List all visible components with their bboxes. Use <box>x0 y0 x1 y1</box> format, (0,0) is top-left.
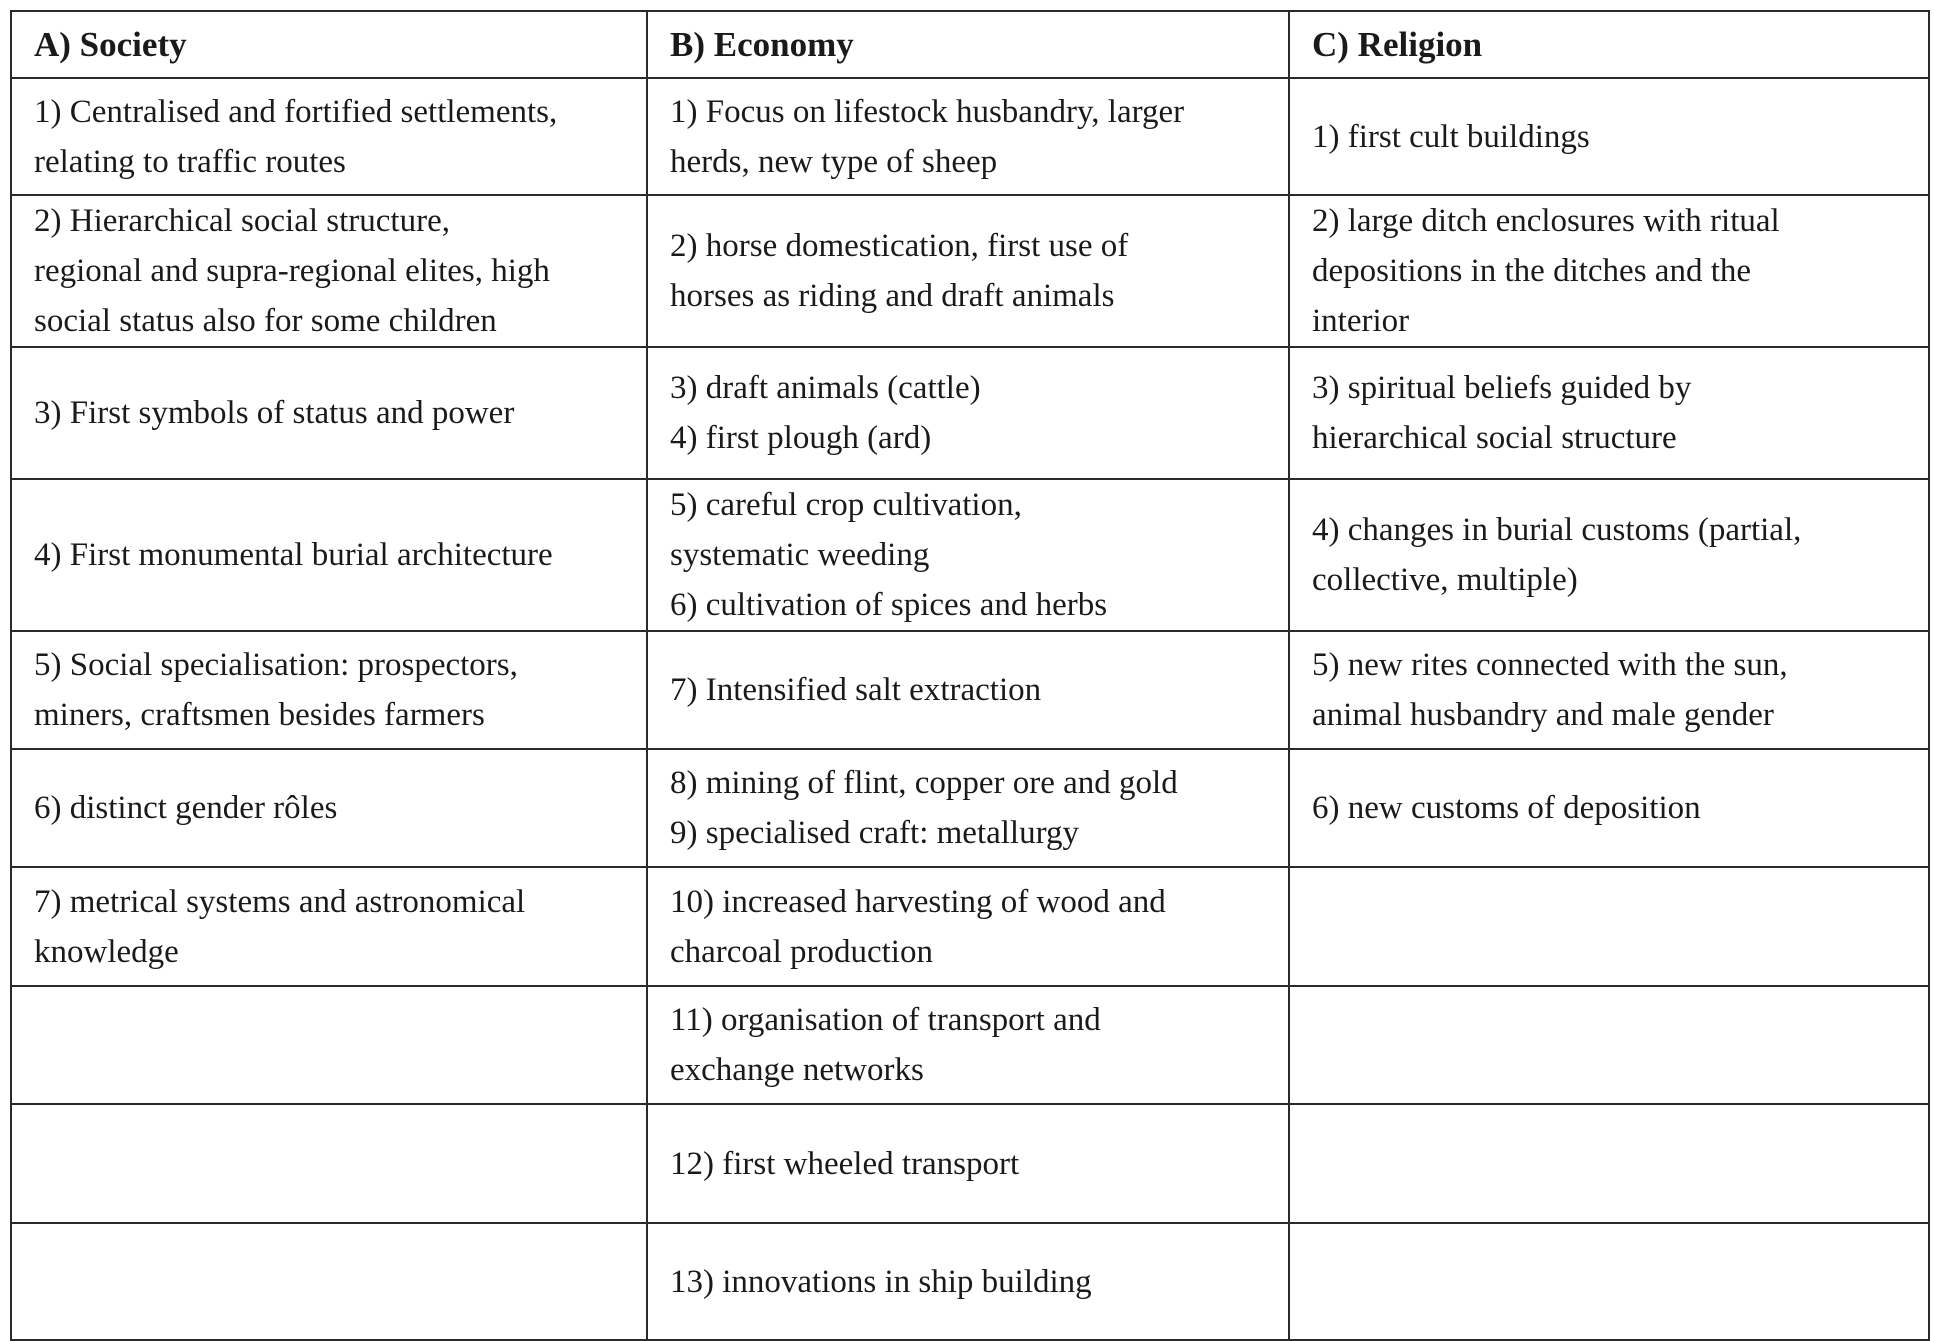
cell-religion: 4) changes in burial customs (partial, co… <box>1288 478 1930 632</box>
cell-line: social status also for some children <box>34 303 497 339</box>
cell-line: 9) specialised craft: metallurgy <box>670 815 1079 851</box>
cell-line: 11) organisation of transport and <box>670 1002 1101 1038</box>
cell-line: 2) horse domestication, first use of <box>670 228 1129 264</box>
cell-line: charcoal production <box>670 933 933 970</box>
cell-society: 7) metrical systems and astronomical know… <box>10 866 648 987</box>
cell-line: 5) careful crop cultivation, <box>670 487 1022 523</box>
header-religion: C) Religion <box>1288 10 1930 79</box>
cell-line: 4) First monumental burial architecture <box>34 537 553 573</box>
cell-line: 7) Intensified salt extraction <box>670 672 1042 708</box>
table-row: 3) First symbols of status and power 3) d… <box>10 346 1930 480</box>
cell-line: 10) increased harvesting of wood and <box>670 883 1166 920</box>
cell-line: hierarchical social structure <box>1312 420 1677 456</box>
cell-line: interior <box>1312 303 1410 339</box>
cell-line: 1) Focus on lifestock husbandry, larger <box>670 93 1185 130</box>
cell-economy: 8) mining of flint, copper ore and gold 9… <box>646 748 1290 868</box>
cell-line: 3) draft animals (cattle) <box>670 370 981 406</box>
cell-society: 3) First symbols of status and power <box>10 346 648 480</box>
table-row: 6) distinct gender rôles 8) mining of fli… <box>10 748 1930 868</box>
cell-society: 1) Centralised and fortified settlements… <box>10 77 648 196</box>
table-row: 2) Hierarchical social structure, regiona… <box>10 194 1930 348</box>
cell-line: 6) new customs of deposition <box>1312 790 1701 826</box>
cell-religion: 1) first cult buildings <box>1288 77 1930 196</box>
cell-line: knowledge <box>34 933 179 970</box>
cell-line: depositions in the ditches and the <box>1312 253 1752 289</box>
cell-line: horses as riding and draft animals <box>670 278 1115 314</box>
cell-line: 2) Hierarchical social structure, <box>34 203 450 239</box>
cell-line: 4) changes in burial customs (partial, <box>1312 512 1802 548</box>
cell-line: systematic weeding <box>670 537 930 573</box>
cell-line: 4) first plough (ard) <box>670 420 932 456</box>
cell-line: 5) new rites connected with the sun, <box>1312 647 1788 683</box>
cell-line: exchange networks <box>670 1052 924 1088</box>
cell-line: 7) metrical systems and astronomical <box>34 883 526 920</box>
cell-economy: 2) horse domestication, first use of hors… <box>646 194 1290 348</box>
cell-economy: 1) Focus on lifestock husbandry, larger h… <box>646 77 1290 196</box>
cell-line: collective, multiple) <box>1312 562 1578 598</box>
table-row: 13) innovations in ship building <box>10 1222 1930 1341</box>
cell-religion <box>1288 985 1930 1105</box>
cell-line: 5) Social specialisation: prospectors, <box>34 647 518 683</box>
table-row: 5) Social specialisation: prospectors, mi… <box>10 630 1930 750</box>
cell-society: 4) First monumental burial architecture <box>10 478 648 632</box>
cell-society <box>10 985 648 1105</box>
cell-economy: 10) increased harvesting of wood and char… <box>646 866 1290 987</box>
cell-society: 5) Social specialisation: prospectors, mi… <box>10 630 648 750</box>
cell-economy: 3) draft animals (cattle) 4) first plough… <box>646 346 1290 480</box>
cell-religion <box>1288 1103 1930 1224</box>
cell-line: 2) large ditch enclosures with ritual <box>1312 203 1780 239</box>
cell-line: 8) mining of flint, copper ore and gold <box>670 765 1178 801</box>
cell-religion: 2) large ditch enclosures with ritual dep… <box>1288 194 1930 348</box>
cell-line: 6) distinct gender rôles <box>34 790 338 826</box>
cell-line: animal husbandry and male gender <box>1312 697 1774 733</box>
cell-religion <box>1288 866 1930 987</box>
cell-line: 3) First symbols of status and power <box>34 395 515 431</box>
cell-line: herds, new type of sheep <box>670 143 998 180</box>
table-row: 11) organisation of transport and exchang… <box>10 985 1930 1105</box>
cell-economy: 13) innovations in ship building <box>646 1222 1290 1341</box>
header-society: A) Society <box>10 10 648 79</box>
cell-economy: 7) Intensified salt extraction <box>646 630 1290 750</box>
innovations-table: A) Society B) Economy C) Religion 1) Cen… <box>10 10 1930 1341</box>
cell-economy: 5) careful crop cultivation, systematic w… <box>646 478 1290 632</box>
cell-line: 3) spiritual beliefs guided by <box>1312 370 1692 406</box>
cell-economy: 12) first wheeled transport <box>646 1103 1290 1224</box>
table-row: 12) first wheeled transport <box>10 1103 1930 1224</box>
table-row: 4) First monumental burial architecture 5… <box>10 478 1930 632</box>
cell-religion: 6) new customs of deposition <box>1288 748 1930 868</box>
cell-line: miners, craftsmen besides farmers <box>34 697 485 733</box>
table-row: 7) metrical systems and astronomical know… <box>10 866 1930 987</box>
cell-religion: 5) new rites connected with the sun, anim… <box>1288 630 1930 750</box>
cell-line: 13) innovations in ship building <box>670 1263 1092 1300</box>
cell-line: 1) Centralised and fortified settlements… <box>34 93 558 130</box>
header-row: A) Society B) Economy C) Religion <box>10 10 1930 79</box>
cell-religion: 3) spiritual beliefs guided by hierarchic… <box>1288 346 1930 480</box>
cell-society <box>10 1222 648 1341</box>
cell-society: 6) distinct gender rôles <box>10 748 648 868</box>
header-economy: B) Economy <box>646 10 1290 79</box>
cell-society: 2) Hierarchical social structure, regiona… <box>10 194 648 348</box>
cell-line: 6) cultivation of spices and herbs <box>670 587 1108 623</box>
cell-economy: 11) organisation of transport and exchang… <box>646 985 1290 1105</box>
table-row: 1) Centralised and fortified settlements… <box>10 77 1930 196</box>
cell-society <box>10 1103 648 1224</box>
cell-religion <box>1288 1222 1930 1341</box>
cell-line: 12) first wheeled transport <box>670 1145 1020 1182</box>
cell-line: 1) first cult buildings <box>1312 118 1590 155</box>
cell-line: relating to traffic routes <box>34 143 346 180</box>
cell-line: regional and supra-regional elites, high <box>34 253 550 289</box>
